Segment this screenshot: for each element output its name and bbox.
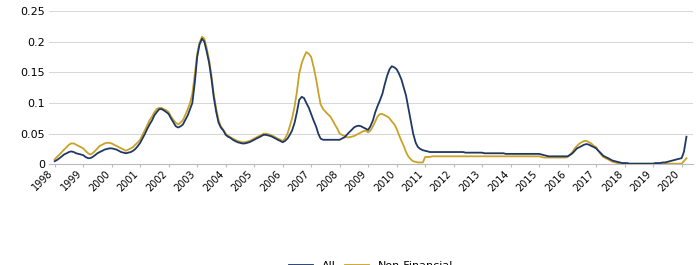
All — [625, 162, 634, 165]
All — [198, 37, 206, 40]
Non-Financial — [64, 143, 73, 146]
Non-Financial — [79, 147, 88, 150]
All — [594, 149, 603, 152]
All — [176, 125, 185, 128]
All — [79, 153, 88, 157]
All — [682, 135, 691, 138]
Non-Financial — [50, 158, 59, 161]
Non-Financial — [295, 72, 303, 75]
Non-Financial — [620, 162, 629, 165]
All — [471, 151, 480, 154]
Non-Financial — [198, 35, 206, 38]
Non-Financial — [176, 121, 185, 124]
Legend: All, Non-Financial: All, Non-Financial — [288, 260, 454, 265]
All — [64, 151, 73, 154]
Line: All: All — [55, 39, 687, 164]
Non-Financial — [594, 149, 603, 152]
Line: Non-Financial: Non-Financial — [55, 37, 687, 164]
All — [50, 160, 59, 163]
All — [295, 98, 303, 101]
Non-Financial — [682, 157, 691, 160]
Non-Financial — [471, 155, 480, 158]
